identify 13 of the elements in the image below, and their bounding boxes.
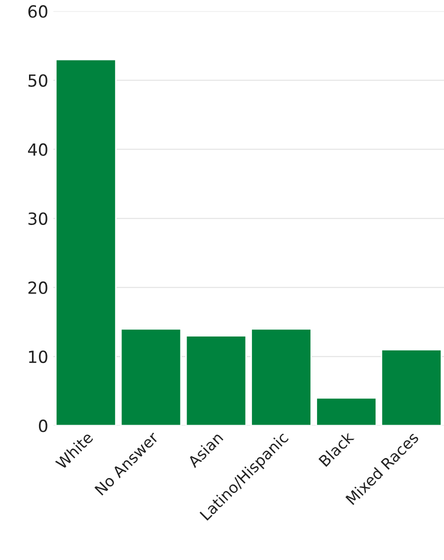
bar — [55, 58, 116, 426]
bar — [316, 397, 377, 426]
y-tick-label: 20 — [28, 281, 48, 294]
y-tick-label: 50 — [28, 74, 48, 87]
y-tick-label: 0 — [38, 420, 48, 432]
bar — [380, 348, 442, 426]
y-tick-label: 60 — [28, 5, 48, 18]
y-tick-label: 40 — [28, 143, 48, 156]
y-tick-label: 10 — [29, 350, 48, 364]
bar — [250, 328, 312, 426]
y-tick-label: 30 — [28, 212, 48, 225]
bar — [185, 335, 247, 426]
bar — [120, 328, 182, 426]
